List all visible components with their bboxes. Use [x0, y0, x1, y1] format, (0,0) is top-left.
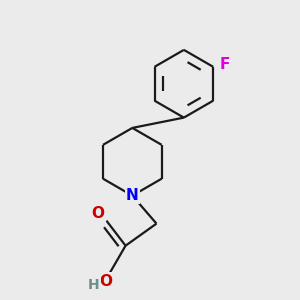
Text: O: O	[99, 274, 112, 289]
Text: O: O	[92, 206, 105, 221]
Text: F: F	[219, 57, 230, 72]
Text: N: N	[126, 188, 139, 203]
Text: H: H	[88, 278, 100, 292]
